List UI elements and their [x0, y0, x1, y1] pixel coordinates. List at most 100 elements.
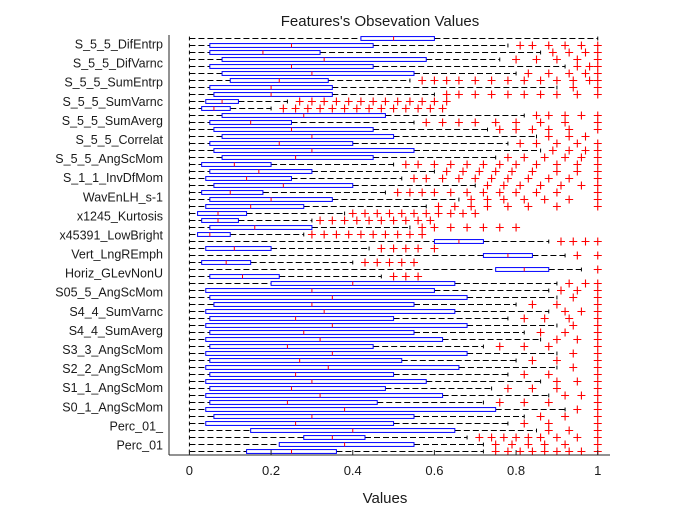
outlier-marker: [540, 195, 549, 204]
outlier-marker: [540, 153, 549, 162]
box-13: [188, 118, 602, 127]
outlier-marker: [552, 188, 561, 197]
outlier-marker: [520, 342, 529, 351]
outlier-marker: [552, 433, 561, 442]
x-axis-label: Values: [363, 490, 408, 507]
outlier-marker: [381, 230, 390, 239]
outlier-marker: [593, 405, 602, 414]
outlier-marker: [577, 391, 586, 400]
outlier-marker: [557, 286, 565, 295]
box-49: [188, 370, 602, 379]
outlier-marker: [565, 48, 574, 57]
outlier-marker: [475, 167, 484, 176]
y-axis: S_5_5_DifEntrp S_5_5_DifVarnc S_5_5_SumEnt…: [55, 35, 170, 455]
outlier-marker: [401, 272, 410, 281]
box-31: [188, 244, 439, 253]
y-tick-label: Perc_01: [116, 438, 163, 452]
outlier-marker: [520, 398, 529, 407]
outlier-marker: [577, 447, 586, 456]
outlier-marker: [520, 314, 529, 323]
box-6: [188, 69, 602, 78]
outlier-marker: [512, 433, 521, 442]
outlier-marker: [454, 174, 463, 183]
box-47: [188, 356, 602, 365]
outlier-marker: [459, 167, 467, 176]
outlier-marker: [561, 118, 570, 127]
box-iqr: [205, 323, 468, 328]
x-axis: 0 0.2 0.4 0.6 0.8 1: [169, 450, 610, 478]
box-21: [188, 174, 602, 183]
outlier-marker: [397, 209, 406, 218]
box-23: [188, 188, 602, 197]
outlier-marker: [418, 230, 427, 239]
outlier-marker: [593, 419, 602, 428]
outlier-marker: [565, 132, 574, 141]
box-iqr: [205, 176, 292, 181]
outlier-marker: [332, 97, 341, 106]
y-tick-label: WavEnLH_s-1: [83, 190, 163, 204]
outlier-marker: [389, 104, 398, 113]
outlier-marker: [434, 202, 443, 211]
outlier-marker: [430, 76, 439, 85]
outlier-marker: [352, 216, 361, 225]
box-iqr: [270, 281, 456, 286]
y-tick-label: S4_4_SumVarnc: [69, 305, 163, 319]
box-4: [188, 55, 602, 64]
outlier-marker: [593, 307, 602, 316]
outlier-marker: [573, 167, 582, 176]
outlier-marker: [593, 174, 602, 183]
outlier-marker: [450, 202, 459, 211]
outlier-marker: [316, 104, 325, 113]
outlier-marker: [532, 188, 541, 197]
outlier-marker: [495, 342, 504, 351]
outlier-marker: [512, 55, 521, 64]
outlier-marker: [593, 125, 602, 134]
outlier-marker: [365, 104, 374, 113]
box-45: [188, 342, 602, 351]
outlier-marker: [569, 237, 578, 246]
outlier-marker: [536, 76, 545, 85]
outlier-marker: [516, 181, 525, 190]
outlier-marker: [536, 412, 545, 421]
outlier-marker: [459, 209, 467, 218]
outlier-marker: [512, 223, 521, 232]
outlier-marker: [520, 76, 529, 85]
outlier-marker: [320, 230, 329, 239]
outlier-marker: [552, 447, 561, 456]
outlier-marker: [561, 391, 570, 400]
box-24: [188, 195, 602, 204]
outlier-marker: [524, 174, 533, 183]
y-tick-label: S05_5_AngScMom: [55, 286, 163, 300]
chart-title: Features's Obsevation Values: [281, 13, 480, 30]
outlier-marker: [503, 153, 512, 162]
outlier-marker: [532, 55, 541, 64]
box-51: [188, 384, 602, 393]
outlier-marker: [593, 195, 602, 204]
outlier-marker: [573, 55, 582, 64]
outlier-marker: [561, 307, 570, 316]
outlier-marker: [499, 195, 508, 204]
box-iqr: [209, 330, 415, 335]
outlier-marker: [593, 279, 602, 288]
outlier-marker: [552, 300, 561, 309]
outlier-marker: [356, 97, 365, 106]
outlier-marker: [483, 202, 492, 211]
box-25: [188, 202, 602, 211]
box-15: [188, 132, 590, 141]
box-iqr: [209, 295, 468, 300]
box-iqr: [213, 148, 415, 153]
outlier-marker: [593, 440, 602, 449]
box-iqr: [197, 232, 231, 237]
outlier-marker: [593, 370, 602, 379]
outlier-marker: [577, 307, 586, 316]
outlier-marker: [512, 125, 521, 134]
outlier-marker: [544, 69, 553, 78]
outlier-marker: [520, 370, 529, 379]
outlier-marker: [552, 377, 561, 386]
outlier-marker: [499, 433, 508, 442]
outlier-marker: [471, 209, 480, 218]
outlier-marker: [552, 384, 561, 393]
box-iqr: [205, 246, 272, 251]
outlier-marker: [524, 433, 533, 442]
y-tick-label: x45391_LowBright: [59, 228, 163, 242]
